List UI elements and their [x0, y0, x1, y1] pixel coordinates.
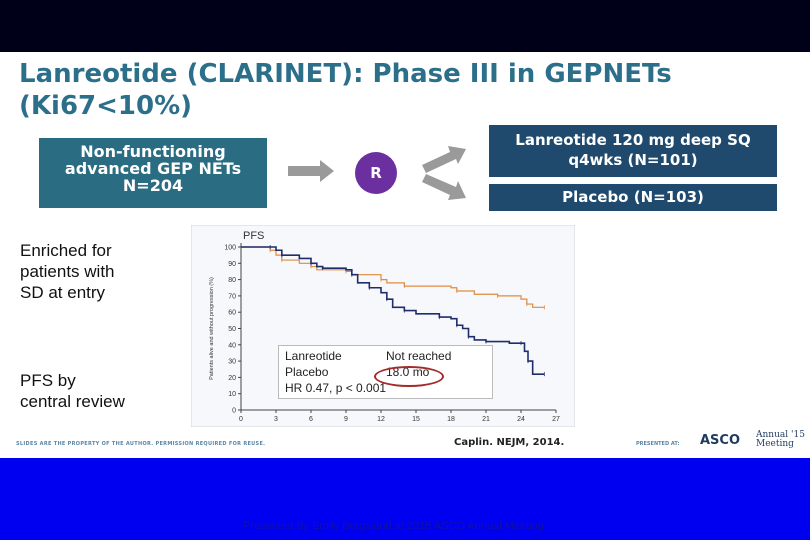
footer-disclaimer: SLIDES ARE THE PROPERTY OF THE AUTHOR. P…	[16, 441, 266, 447]
y-tick-label: 50	[228, 326, 236, 333]
pfs-chart: PFS Patients alive and without progressi…	[190, 224, 576, 431]
arm1-line-1: Lanreotide 120 mg deep SQ	[515, 131, 751, 149]
enriched-note: Enriched for patients with SD at entry	[20, 240, 115, 303]
x-tick-label: 0	[239, 416, 243, 423]
pfs-review-line-1: PFS by	[20, 371, 76, 390]
title-line-1: Lanreotide (CLARINET): Phase III in GEPN…	[19, 59, 672, 89]
x-tick-label: 21	[482, 416, 490, 423]
enriched-line-3: SD at entry	[20, 283, 106, 302]
series-layer	[241, 245, 545, 377]
randomize-circle: R	[355, 152, 397, 194]
highlight-ellipse	[374, 366, 444, 387]
pfs-review-line-2: central review	[20, 392, 125, 411]
km-curve-svg: PFS Patients alive and without progressi…	[190, 224, 576, 428]
arrow-down-right-icon	[422, 174, 466, 200]
asco-logo: ASCO	[700, 433, 741, 448]
population-line-1: Non-functioning	[80, 142, 226, 161]
legend-hazard-ratio: HR 0.47, p < 0.001	[285, 381, 387, 395]
x-tick-label: 12	[377, 416, 385, 423]
y-tick-label: 10	[228, 391, 236, 398]
x-tick-label: 3	[274, 416, 278, 423]
y-tick-label: 100	[224, 245, 236, 252]
population-line-2: advanced GEP NETs	[64, 159, 242, 178]
y-tick-label: 90	[228, 261, 236, 268]
x-tick-label: 15	[412, 416, 420, 423]
y-tick-label: 40	[228, 342, 236, 349]
x-tick-label: 6	[309, 416, 313, 423]
axes: 0 10 20 30 40 50 60 70 80 90 100 0 3 6 9 12 15 18 21 24 27	[224, 243, 560, 423]
y-tick-label: 60	[228, 310, 236, 317]
presented-by: Presented By Emily Bergsland at 2015 ASC…	[243, 520, 544, 532]
x-tick-label: 18	[447, 416, 455, 423]
x-tick-label: 27	[552, 416, 560, 423]
enriched-line-1: Enriched for	[20, 241, 112, 260]
legend-value-lanreotide: Not reached	[386, 349, 452, 363]
chart-title: PFS	[243, 230, 264, 242]
y-tick-label: 20	[228, 375, 236, 382]
bottom-bar: Presented By Emily Bergsland at 2015 ASC…	[0, 458, 810, 540]
lanreotide-arm-box: Lanreotide 120 mg deep SQ q4wks (N=101)	[489, 125, 777, 177]
arrow-right-icon	[288, 160, 334, 182]
series-line-placebo	[241, 246, 545, 375]
y-tick-label: 0	[232, 408, 236, 415]
legend-label-placebo: Placebo	[285, 365, 329, 379]
y-tick-label: 80	[228, 277, 236, 284]
arrow-up-right-icon	[422, 146, 466, 173]
y-axis-label: Patients alive and without progression (…	[209, 277, 215, 380]
x-tick-label: 9	[344, 416, 348, 423]
asco-annual-line-2: Meeting	[756, 439, 794, 449]
slide-title: Lanreotide (CLARINET): Phase III in GEPN…	[19, 58, 779, 122]
arm1-line-2: q4wks (N=101)	[568, 151, 698, 169]
population-box: Non-functioning advanced GEP NETs N=204	[39, 138, 267, 208]
footer-presented-at: PRESENTED AT:	[636, 441, 680, 447]
placebo-arm-box: Placebo (N=103)	[489, 184, 777, 211]
citation: Caplin. NEJM, 2014.	[454, 437, 565, 448]
slide: Lanreotide (CLARINET): Phase III in GEPN…	[0, 52, 810, 458]
top-bar	[0, 0, 810, 52]
asco-annual-line-1: Annual '15	[756, 430, 805, 440]
asco-annual-meeting: Annual '15 Meeting	[756, 431, 805, 449]
y-tick-label: 70	[228, 293, 236, 300]
pfs-review-note: PFS by central review	[20, 370, 125, 412]
population-line-3: N=204	[122, 176, 184, 195]
y-tick-label: 30	[228, 359, 236, 366]
title-line-2: (Ki67<10%)	[19, 91, 193, 121]
flow-arrows	[288, 146, 466, 200]
x-tick-label: 24	[517, 416, 525, 423]
enriched-line-2: patients with	[20, 262, 115, 281]
legend-label-lanreotide: Lanreotide	[285, 349, 342, 363]
series-line-lanreotide	[241, 246, 545, 308]
